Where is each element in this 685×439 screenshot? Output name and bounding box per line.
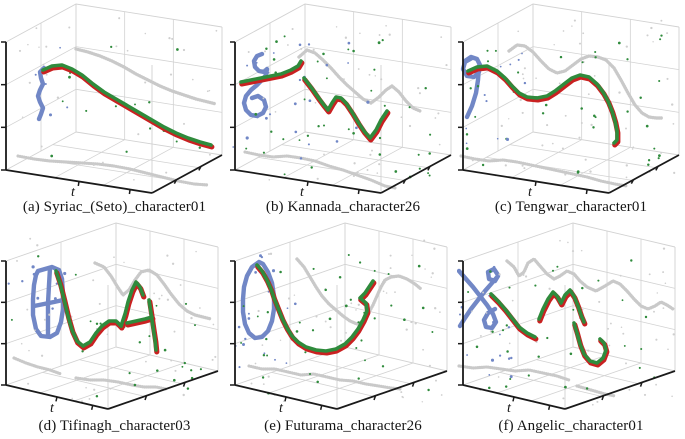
trajectory-green [255, 263, 375, 353]
plot-3d-e: t [230, 222, 448, 416]
t-axis-label-c: t [528, 185, 533, 200]
t-axis-label-f: t [507, 401, 512, 416]
plot-3d-a: t [1, 3, 223, 200]
axes [458, 41, 680, 195]
scatter-points [232, 24, 448, 181]
subplot-b: t (b) Kannada_character26 [229, 0, 457, 219]
character-glyph-trace [30, 264, 66, 340]
grid-box [462, 3, 680, 193]
trajectory-green [239, 59, 389, 140]
character-glyph-trace [457, 266, 501, 331]
character-glyph-trace [241, 51, 270, 119]
subplot-a: t (a) Syriac_(Seto)_character01 [0, 0, 229, 219]
t-axis-label-e: t [279, 401, 284, 416]
character-glyph-trace [460, 54, 483, 120]
scatter-points [7, 237, 217, 403]
trajectory-green [41, 63, 213, 147]
subplot-caption-e: (e) Futurama_character26 [264, 418, 422, 434]
plot-3d-d: t [1, 222, 219, 416]
subplot-d: t (d) Tifinagh_character03 [0, 219, 229, 439]
axes [1, 260, 219, 410]
character-glyph-trace [35, 65, 47, 122]
character-glyph-trace [240, 259, 277, 341]
subplot-caption-d: (d) Tifinagh_character03 [38, 418, 191, 434]
subplot-e: t (e) Futurama_character26 [229, 219, 457, 439]
plot-3d-f: t [457, 222, 676, 416]
plot-3d-b: t [230, 3, 452, 200]
plot-3d-c: t [458, 3, 680, 200]
axes [230, 260, 448, 410]
subplot-caption-c: (c) Tengwar_character01 [494, 199, 648, 215]
subplot-caption-f: (f) Angelic_character01 [498, 418, 644, 434]
grid-box [234, 3, 452, 193]
trajectory-green [466, 64, 619, 145]
grid-box [5, 3, 223, 193]
axes [230, 41, 452, 195]
axes [458, 260, 676, 410]
shadow-projections [457, 257, 675, 398]
shadow-projections [459, 43, 665, 188]
shadow-projections [243, 48, 422, 190]
axes [1, 41, 223, 195]
grid-box [462, 222, 676, 409]
subplot-f: t (f) Angelic_character01 [457, 219, 685, 439]
subplot-c: t (c) Tengwar_character01 [457, 0, 685, 219]
trajectory-green [54, 269, 158, 352]
trajectory-green [489, 288, 608, 365]
grid-box [5, 222, 219, 409]
shadow-projections [16, 47, 218, 187]
shadow-projections [12, 261, 213, 391]
trajectory-red [54, 270, 160, 355]
t-axis-label-b: t [300, 185, 305, 200]
subplot-caption-b: (b) Kannada_character26 [265, 199, 421, 215]
subplot-caption-a: (a) Syriac_(Seto)_character01 [22, 199, 207, 215]
t-axis-label-a: t [71, 185, 76, 200]
t-axis-label-d: t [50, 401, 55, 416]
